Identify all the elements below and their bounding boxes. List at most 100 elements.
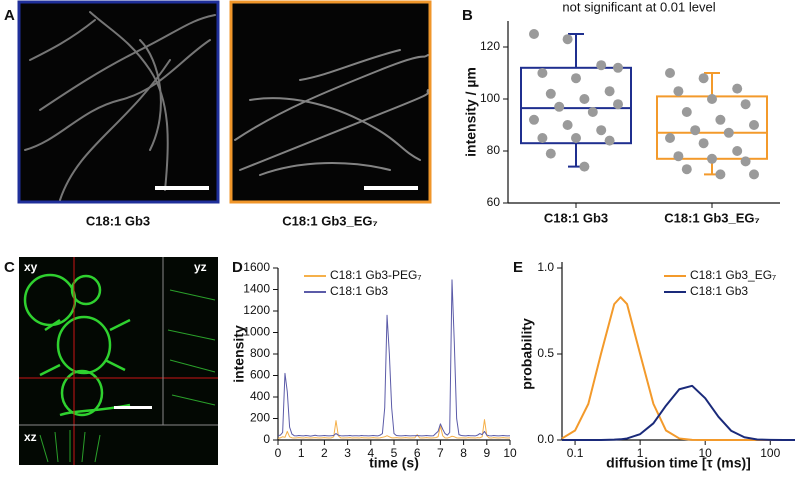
- data-point: [545, 148, 556, 159]
- data-point: [596, 60, 607, 71]
- x-tick-label: 9: [483, 446, 490, 460]
- y-axis-label: intensity / µm: [463, 67, 479, 157]
- panel-label: E: [513, 259, 523, 276]
- y-axis-label: probability: [519, 318, 535, 390]
- y-tick-label: 1200: [243, 303, 270, 317]
- legend-label: C18:1 Gb3: [690, 284, 748, 298]
- view-label: yz: [194, 260, 207, 274]
- micrograph: [17, 0, 220, 204]
- x-tick-label: 6: [414, 446, 421, 460]
- caption: C18:1 Gb3: [86, 213, 150, 228]
- x-axis-label: time (s): [369, 455, 419, 471]
- scale-bar: [114, 406, 152, 409]
- data-point: [707, 94, 717, 104]
- data-point: [723, 127, 734, 138]
- data-point: [613, 62, 623, 73]
- panel-label: B: [462, 7, 473, 24]
- data-point: [529, 29, 539, 39]
- x-tick-label: 5: [391, 446, 398, 460]
- data-point: [604, 135, 615, 146]
- line: [561, 296, 795, 441]
- data-point: [732, 146, 743, 156]
- y-tick-label: 1600: [243, 260, 270, 274]
- x-tick-label: 1: [298, 446, 305, 460]
- data-point: [715, 114, 726, 125]
- scale-bar: [155, 186, 209, 190]
- y-tick-label: 1400: [243, 282, 270, 296]
- cells: [23, 273, 131, 417]
- caption: C18:1 Gb3_EG₇: [282, 213, 378, 228]
- data-point: [665, 133, 675, 143]
- data-point: [562, 120, 573, 130]
- data-point: [740, 99, 751, 110]
- y-tick-label: 0.5: [537, 346, 554, 360]
- y-tick-label: 1.0: [537, 260, 554, 274]
- x-tick-label: 100: [760, 446, 780, 460]
- view-label: xy: [24, 260, 38, 274]
- panel-label: C: [4, 259, 15, 276]
- data-point: [715, 169, 726, 180]
- micrograph: [229, 0, 432, 204]
- data-point: [749, 169, 759, 180]
- x-tick-label: 10: [699, 446, 713, 460]
- data-point: [698, 73, 709, 84]
- data-point: [749, 120, 759, 130]
- legend-label: C18:1 Gb3-PEG₇: [330, 268, 422, 282]
- line: [277, 419, 511, 439]
- fibers: [234, 49, 429, 176]
- micrograph: [19, 257, 218, 465]
- y-tick-label: 200: [250, 411, 270, 425]
- data-point: [604, 86, 615, 97]
- y-tick-label: 120: [480, 39, 500, 53]
- data-point: [579, 94, 590, 104]
- data-point: [562, 34, 573, 45]
- x-tick-label: 7: [437, 446, 444, 460]
- x-tick-label: 10: [503, 446, 517, 460]
- x-axis-label: diffusion time [τ (ms)]: [606, 455, 751, 471]
- panel-c: C xy yz xz: [4, 257, 218, 465]
- chart-title: not significant at 0.01 level: [562, 0, 715, 14]
- x-tick-label: 4: [367, 446, 374, 460]
- x-tick-label: C18:1 Gb3: [544, 210, 608, 225]
- x-tick-label: C18:1 Gb3_EG₇: [664, 210, 760, 225]
- x-tick-label: 0.1: [567, 446, 584, 460]
- data-point: [587, 107, 598, 117]
- data-point: [537, 68, 548, 78]
- fibers: [24, 11, 216, 201]
- data-point: [665, 68, 675, 78]
- x-tick-label: 1: [637, 446, 644, 460]
- data-point: [613, 99, 623, 110]
- y-tick-label: 60: [487, 195, 501, 209]
- y-axis-label: intensity: [231, 325, 247, 383]
- data-point: [545, 88, 556, 99]
- legend-label: C18:1 Gb3_EG₇: [690, 268, 776, 282]
- panel-a: A C18:1 Gb3 C18:1 Gb3_EG₇: [4, 0, 432, 228]
- y-tick-label: 1000: [243, 325, 270, 339]
- y-tick-label: 0.0: [537, 432, 554, 446]
- data-point: [579, 161, 590, 172]
- view-label: xz: [24, 430, 37, 444]
- x-tick-label: 3: [344, 446, 351, 460]
- x-tick-label: 2: [321, 446, 328, 460]
- y-tick-label: 600: [250, 368, 270, 382]
- data-point: [673, 151, 684, 162]
- box: [520, 66, 632, 145]
- y-tick-label: 100: [480, 91, 500, 105]
- line: [277, 279, 511, 437]
- x-tick-label: 8: [460, 446, 467, 460]
- data-point: [596, 125, 607, 136]
- data-point: [537, 133, 548, 143]
- data-point: [554, 101, 565, 112]
- xz-profile: [39, 289, 216, 463]
- y-tick-label: 400: [250, 389, 270, 403]
- data-point: [690, 125, 701, 136]
- y-tick-label: 0: [263, 432, 270, 446]
- scale-bar: [364, 186, 418, 190]
- data-point: [707, 153, 717, 164]
- data-point: [571, 73, 581, 84]
- data-point: [740, 156, 751, 167]
- panel-label: D: [232, 259, 243, 276]
